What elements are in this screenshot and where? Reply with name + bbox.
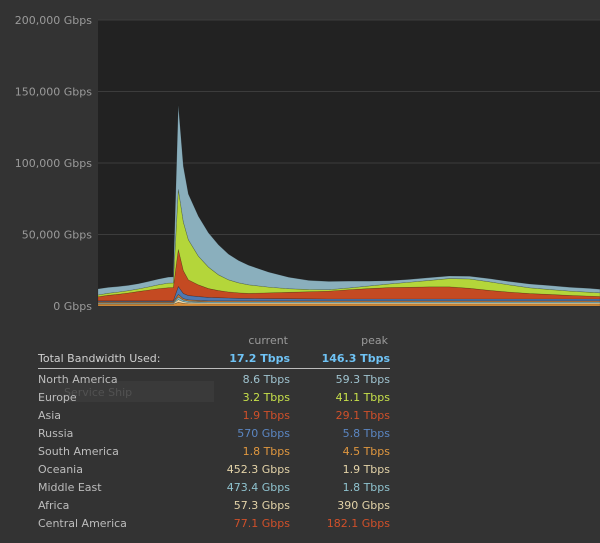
current-column-header: current [248, 334, 288, 347]
region-label: Middle East [38, 481, 102, 494]
stats-header: current peak [38, 334, 390, 350]
region-row: Oceania 452.3 Gbps 1.9 Tbps [38, 461, 390, 479]
region-label: Central America [38, 517, 127, 530]
y-tick-label: 100,000 Gbps [15, 157, 92, 170]
region-peak: 4.5 Tbps [342, 445, 390, 458]
region-peak: 390 Gbps [337, 499, 390, 512]
region-current: 1.9 Tbps [242, 409, 290, 422]
region-label: Africa [38, 499, 70, 512]
total-bandwidth-row: Total Bandwidth Used: 17.2 Tbps 146.3 Tb… [38, 350, 390, 369]
region-row: Middle East 473.4 Gbps 1.8 Tbps [38, 479, 390, 497]
region-row: Russia 570 Gbps 5.8 Tbps [38, 425, 390, 443]
region-peak: 1.8 Tbps [342, 481, 390, 494]
region-row: Asia 1.9 Tbps 29.1 Tbps [38, 407, 390, 425]
y-tick-label: 150,000 Gbps [15, 86, 92, 99]
region-rows: North America 8.6 Tbps 59.3 Tbps Europe 3.2 … [38, 371, 390, 533]
total-label: Total Bandwidth Used: [38, 352, 161, 365]
y-tick-label: 50,000 Gbps [22, 229, 92, 242]
region-peak: 5.8 Tbps [342, 427, 390, 440]
region-label: North America [38, 373, 118, 386]
total-current: 17.2 Tbps [229, 352, 290, 365]
region-label: Oceania [38, 463, 83, 476]
y-tick-label: 200,000 Gbps [15, 14, 92, 27]
region-row: Central America 77.1 Gbps 182.1 Gbps [38, 515, 390, 533]
region-current: 570 Gbps [237, 427, 290, 440]
region-label: South America [38, 445, 119, 458]
region-row: South America 1.8 Tbps 4.5 Tbps [38, 443, 390, 461]
region-row: Africa 57.3 Gbps 390 Gbps [38, 497, 390, 515]
chart-svg: 0 Gbps 50,000 Gbps 100,000 Gbps 150,000 Gbp… [15, 14, 600, 313]
region-label: Europe [38, 391, 77, 404]
ghost-panel [40, 381, 214, 402]
region-peak: 182.1 Gbps [326, 517, 390, 530]
region-row: North America 8.6 Tbps 59.3 Tbps [38, 371, 390, 389]
region-row: Europe 3.2 Tbps 41.1 Tbps [38, 389, 390, 407]
bandwidth-chart: 0 Gbps 50,000 Gbps 100,000 Gbps 150,000 Gbp… [15, 14, 600, 313]
total-peak: 146.3 Tbps [321, 352, 390, 365]
region-current: 57.3 Gbps [233, 499, 290, 512]
region-current: 8.6 Tbps [242, 373, 290, 386]
region-peak: 1.9 Tbps [342, 463, 390, 476]
area-series-7 [97, 104, 600, 296]
region-current: 77.1 Gbps [233, 517, 290, 530]
region-current: 452.3 Gbps [226, 463, 290, 476]
region-current: 1.8 Tbps [242, 445, 290, 458]
region-current: 3.2 Tbps [242, 391, 290, 404]
peak-column-header: peak [361, 334, 388, 347]
region-peak: 41.1 Tbps [335, 391, 390, 404]
region-label: Asia [38, 409, 62, 422]
region-peak: 59.3 Tbps [335, 373, 390, 386]
bandwidth-stats: current peak Total Bandwidth Used: 17.2 … [38, 334, 390, 533]
region-label: Russia [38, 427, 74, 440]
ghost-text: Service Ship [64, 386, 133, 399]
y-tick-label: 0 Gbps [53, 300, 92, 313]
region-peak: 29.1 Tbps [335, 409, 390, 422]
region-current: 473.4 Gbps [226, 481, 290, 494]
